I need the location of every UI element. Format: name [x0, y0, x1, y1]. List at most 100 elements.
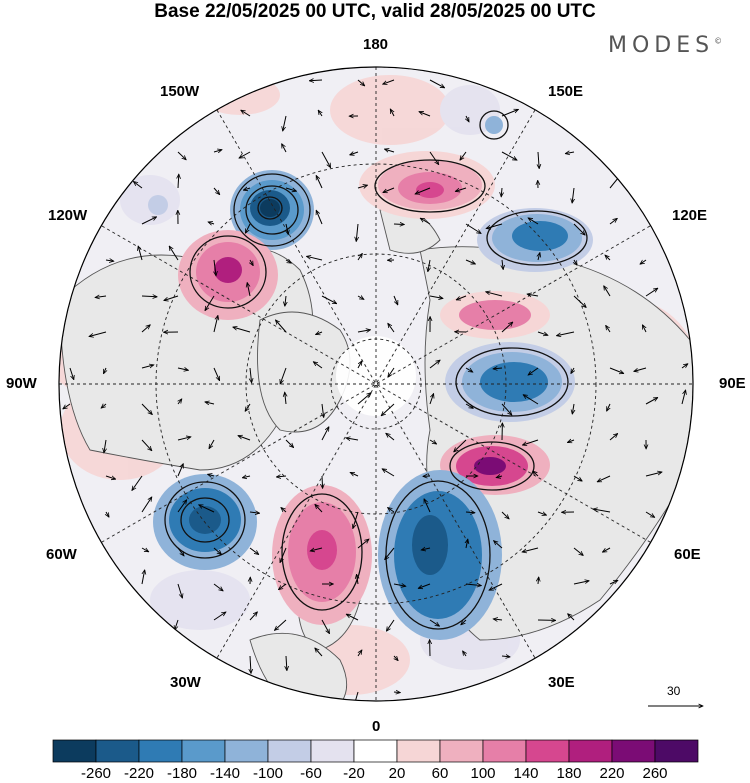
wind-vector-arrow	[250, 655, 251, 673]
wind-vector-arrow	[213, 547, 222, 555]
wind-vector-arrow	[313, 362, 323, 369]
wind-vector-arrow	[350, 471, 359, 477]
wind-vector-arrow	[421, 548, 431, 550]
wind-vector-arrow	[501, 322, 513, 333]
wind-vector-arrow	[465, 403, 473, 408]
wind-vector-arrow	[486, 223, 503, 229]
wind-vector-arrow	[381, 403, 395, 416]
wind-vector-arrow	[573, 223, 585, 235]
wind-vector-arrow	[178, 399, 182, 405]
wind-vector-arrow	[681, 364, 688, 369]
wind-vector-arrow	[496, 476, 503, 478]
wind-vector-arrow	[606, 403, 610, 411]
wind-vector-arrow	[321, 151, 331, 168]
wind-vector-arrow	[205, 295, 215, 311]
wind-vector-arrow	[141, 216, 157, 225]
wind-vector-arrow	[393, 224, 404, 225]
chart-title: Base 22/05/2025 00 UTC, valid 28/05/2025…	[154, 1, 596, 22]
wind-vector-arrow	[455, 187, 467, 191]
colorbar-tick-label: 180	[556, 765, 582, 782]
wind-vector-arrow	[454, 439, 467, 452]
wind-vector-arrow	[315, 176, 323, 189]
colorbar-swatch	[525, 739, 570, 763]
wind-vector-arrow	[493, 368, 503, 369]
wind-vector-arrow	[501, 511, 509, 519]
wind-vector-arrow	[318, 110, 322, 117]
wind-vector-arrow	[388, 508, 395, 513]
wind-vector-arrow	[382, 469, 395, 477]
wind-vector-arrow	[316, 210, 323, 225]
colorbar-swatch	[310, 739, 355, 763]
wind-vector-arrow	[393, 692, 400, 693]
wind-vector-arrow	[177, 547, 184, 556]
wind-vector-arrow	[537, 331, 548, 335]
colorbar-tick-label: -140	[209, 765, 241, 782]
wind-vector-arrow	[247, 283, 251, 297]
wind-vector-arrow	[602, 547, 611, 552]
lon-label-60e: 60E	[674, 546, 701, 563]
wind-vector-arrow	[466, 115, 469, 122]
wind-vector-arrow	[285, 439, 294, 448]
reference-vector-label: 30	[667, 684, 681, 698]
wind-vector-arrow	[429, 360, 440, 369]
wind-vector-arrow	[104, 439, 106, 453]
wind-vector-arrow	[321, 295, 337, 304]
wind-vector-arrow	[69, 367, 74, 380]
wind-vector-arrow	[385, 547, 395, 560]
wind-vector-arrow	[141, 325, 150, 333]
wind-vector-arrow	[141, 497, 152, 513]
wind-vector-arrow	[527, 294, 539, 296]
wind-vector-arrow	[573, 581, 589, 585]
wind-vector-arrow	[199, 504, 215, 513]
colorbar-tick-label: -180	[166, 765, 198, 782]
colorbar-tick-label: 100	[470, 765, 496, 782]
wind-vector-arrow	[321, 619, 330, 634]
wind-vector-arrow	[528, 367, 539, 375]
wind-vector-arrow	[164, 295, 179, 301]
wind-vector-arrow	[538, 253, 540, 261]
wind-vector-arrow	[419, 112, 431, 117]
wind-vector-arrow	[353, 511, 359, 529]
wind-vector-arrow	[460, 151, 467, 160]
colorbar-swatch	[439, 739, 484, 763]
wind-vector-arrow	[501, 151, 517, 160]
colorbar-tick-label: 60	[431, 765, 449, 782]
lon-label-0: 0	[372, 718, 381, 735]
lon-label-180: 180	[363, 36, 389, 53]
wind-vector-arrow	[242, 476, 251, 478]
wind-vector-arrow	[357, 393, 371, 405]
wind-vector-arrow	[275, 619, 287, 630]
colorbar	[52, 739, 699, 763]
wind-vector-arrow	[357, 185, 368, 188]
wind-vector-arrow	[213, 367, 221, 381]
wind-vector-arrow	[640, 259, 647, 264]
wind-vector-arrow	[322, 403, 324, 417]
wind-vector-arrow	[604, 286, 611, 297]
wind-vector-arrow	[281, 508, 287, 513]
wind-vector-arrow	[321, 427, 329, 441]
wind-vector-arrow	[386, 433, 395, 441]
colorbar-swatch	[568, 739, 613, 763]
wind-vector-arrow	[383, 187, 395, 193]
wind-vector-arrow	[465, 367, 473, 372]
wind-vector-arrow	[132, 475, 143, 491]
lon-label-150e: 150E	[548, 83, 584, 100]
wind-vector-arrow	[573, 475, 582, 481]
wind-vector-arrow	[133, 182, 143, 189]
wind-vector-arrow	[244, 223, 251, 233]
wind-vector-arrow	[89, 331, 107, 337]
wind-vector-arrow	[456, 295, 467, 300]
wind-vector-arrow	[501, 187, 502, 197]
wind-vector-arrow	[141, 547, 149, 552]
colorbar-tick-label: -20	[343, 765, 365, 782]
wind-vector-arrow	[645, 472, 662, 477]
wind-vector-arrow	[493, 619, 503, 620]
wind-vector-arrow	[357, 254, 362, 261]
wind-vector-arrow	[537, 512, 547, 515]
wind-vector-arrow	[357, 330, 371, 332]
wind-vector-arrow	[279, 583, 287, 590]
wind-vector-arrow	[605, 255, 611, 261]
wind-vector-arrow	[565, 152, 575, 154]
lon-label-90w: 90W	[6, 375, 37, 392]
colorbar-swatch	[396, 739, 441, 763]
